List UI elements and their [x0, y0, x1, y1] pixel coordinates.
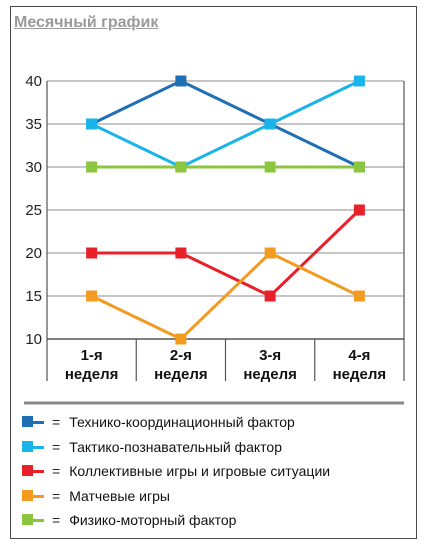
chart-frame: [10, 6, 417, 539]
legend-equals: =: [52, 487, 61, 504]
legend-swatch: [22, 489, 44, 502]
data-point: [264, 118, 276, 130]
x-tick-label: 4-я: [348, 347, 370, 364]
legend: = Технико-координационный фактор = Тактико-…: [22, 410, 412, 533]
data-point: [86, 118, 98, 130]
y-tick-label: 35: [25, 116, 42, 133]
data-point: [86, 290, 98, 302]
y-tick-label: 15: [25, 288, 42, 305]
legend-label: Технико-координационный фактор: [69, 414, 295, 431]
series-line: [91, 208, 361, 298]
legend-equals: =: [52, 438, 61, 455]
y-tick-label: 40: [25, 73, 42, 90]
y-tick-label: 10: [25, 331, 42, 348]
x-tick-label: неделя: [243, 366, 297, 383]
legend-item: = Технико-координационный фактор: [22, 410, 412, 435]
data-point: [353, 290, 365, 302]
x-tick-label: неделя: [65, 366, 119, 383]
legend-equals: =: [52, 414, 61, 431]
series-line: [90, 79, 361, 169]
x-tick-label: 2-я: [170, 347, 192, 364]
data-point: [86, 247, 98, 259]
data-point: [353, 204, 365, 216]
series-line: [90, 251, 361, 341]
legend-label: Тактико-познавательный фактор: [69, 438, 283, 455]
legend-equals: =: [52, 512, 61, 529]
legend-item: = Коллективные игры и игровые ситуации: [22, 459, 412, 484]
legend-equals: =: [52, 463, 61, 480]
data-point: [175, 161, 187, 173]
data-point: [175, 75, 187, 87]
data-point: [264, 161, 276, 173]
data-point: [86, 161, 98, 173]
legend-label: Коллективные игры и игровые ситуации: [69, 463, 331, 480]
legend-swatch: [22, 440, 44, 453]
data-point: [264, 290, 276, 302]
data-point: [264, 247, 276, 259]
legend-item: = Физико-моторный фактор: [22, 508, 412, 533]
legend-swatch: [22, 465, 44, 477]
y-tick-label: 30: [25, 159, 42, 176]
legend-label: Физико-моторный фактор: [69, 512, 237, 529]
y-tick-label: 20: [25, 245, 42, 262]
data-point: [353, 161, 365, 173]
data-point: [175, 333, 187, 345]
data-point: [175, 247, 187, 259]
x-tick-label: 1-я: [81, 347, 103, 364]
x-tick-label: 3-я: [259, 347, 281, 364]
legend-label: Матчевые игры: [69, 487, 170, 504]
legend-item: = Тактико-познавательный фактор: [22, 435, 412, 460]
series-line: [90, 79, 361, 169]
legend-swatch: [22, 514, 44, 526]
chart-title: Месячный график: [14, 14, 159, 31]
x-tick-label: неделя: [154, 366, 208, 383]
legend-item: = Матчевые игры: [22, 484, 412, 509]
x-tick-label: неделя: [333, 366, 387, 383]
legend-swatch: [22, 416, 44, 428]
y-tick-label: 25: [25, 202, 42, 219]
data-point: [353, 75, 365, 87]
